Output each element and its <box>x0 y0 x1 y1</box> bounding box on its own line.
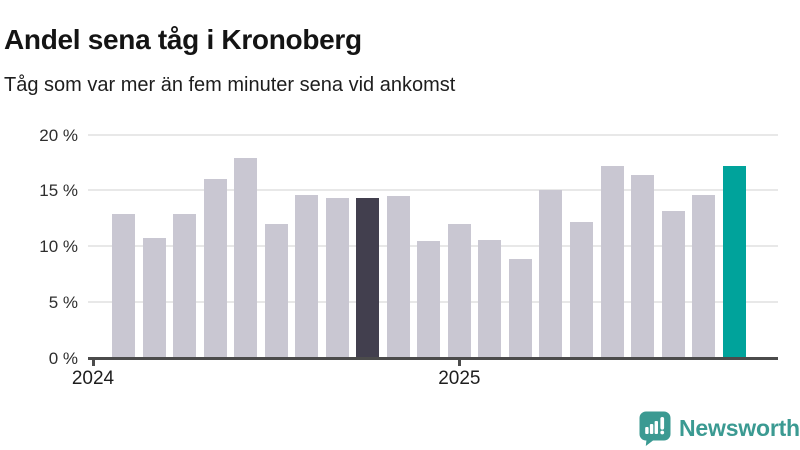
chart-subtitle: Tåg som var mer än fem minuter sena vid … <box>4 74 456 96</box>
bar-2025-06 <box>600 165 624 358</box>
bar-2025-03 <box>508 258 532 358</box>
bar-2025-10 <box>722 165 746 358</box>
bar-2024-02 <box>112 213 136 358</box>
logo-exclamation-bar <box>660 417 665 430</box>
bar-2024-04 <box>173 213 197 358</box>
newsworthy-logo[interactable]: Newsworthy <box>639 411 800 446</box>
bar-2025-07 <box>631 174 655 358</box>
bar-2024-07 <box>264 223 288 358</box>
bar-2024-09 <box>325 198 349 358</box>
logo-exclamation-dot <box>660 430 665 435</box>
bar-2024-10 <box>356 198 380 358</box>
bar-2024-08 <box>295 194 319 358</box>
bar-2025-05 <box>569 221 593 358</box>
x-axis-tick-2024 <box>91 359 95 366</box>
chart-title: Andel sena tåg i Kronoberg <box>4 23 362 55</box>
bar-2024-11 <box>386 196 410 358</box>
bar-2024-12 <box>417 240 441 358</box>
newsworthy-wordmark: Newsworthy <box>679 415 800 441</box>
logo-bar-small <box>645 427 649 434</box>
bar-2025-01 <box>447 223 471 358</box>
gridline-15-percent <box>88 189 778 192</box>
x-tick-label-2024: 2024 <box>71 368 115 389</box>
y-tick-label-0: 0 % <box>48 349 78 368</box>
y-tick-label-5: 5 % <box>48 293 78 313</box>
y-tick-label-10: 10 % <box>39 237 78 257</box>
bar-2024-06 <box>234 158 258 358</box>
plot-area <box>88 130 778 358</box>
bar-2025-09 <box>692 194 716 358</box>
logo-bar-large <box>654 421 658 434</box>
logo-bar-medium <box>649 424 654 434</box>
gridline-20-percent <box>88 133 778 136</box>
bar-2024-03 <box>142 238 166 358</box>
x-axis-tick-2025 <box>457 359 461 366</box>
bar-2025-02 <box>478 239 502 358</box>
newsworthy-speech-bubble-bar-chart-icon <box>639 411 671 446</box>
bar-2025-08 <box>661 210 685 358</box>
y-tick-label-20: 20 % <box>39 125 78 145</box>
x-tick-label-2025: 2025 <box>438 368 481 389</box>
y-tick-label-15: 15 % <box>39 181 78 201</box>
bar-2025-04 <box>539 190 563 358</box>
bar-2024-05 <box>203 179 227 358</box>
x-axis-line <box>88 357 778 360</box>
